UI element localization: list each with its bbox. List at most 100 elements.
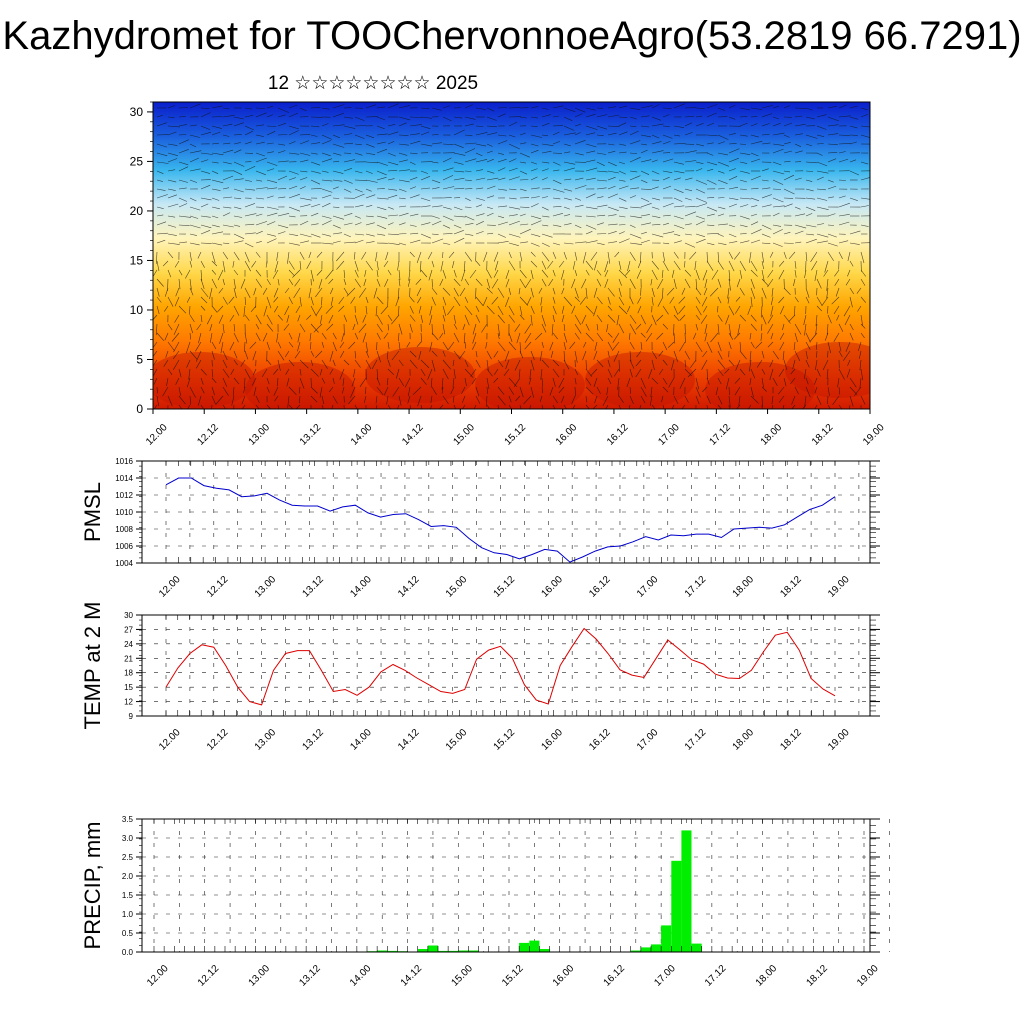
precip-bar [519,942,530,952]
warm-core-0 [153,352,255,408]
precip-bar [468,950,479,952]
precip-ytick-label: 0.0 [122,948,134,957]
section-xtick-label: 13.00 [247,422,273,448]
precip-bar [427,945,438,952]
temp-ytick-label: 27 [124,625,133,634]
temp-ytick-label: 24 [124,640,133,649]
precip-ytick-label: 3.0 [122,834,134,843]
section-ytick-label: 20 [130,204,144,218]
pmsl-xtick-label: 15.00 [444,574,470,600]
precip-bar [681,830,692,952]
precip-xtick-label: 13.00 [247,963,273,989]
precip-bar [387,950,398,952]
temp-xtick-label: 14.00 [348,727,374,753]
precip-ytick-label: 3.5 [122,815,134,824]
precip-bar [671,860,682,952]
pmsl-ylabel: PMSL [80,482,105,542]
section-ytick-label: 5 [136,352,143,366]
precip-xtick-label: 17.12 [703,963,729,989]
temp-series-line [165,627,836,706]
precip-xtick-label: 12.00 [145,963,171,989]
section-xtick-label: 18.00 [759,422,785,448]
precip-bar [630,950,641,952]
precip-frame [141,818,871,953]
temp-xtick-label: 12.00 [157,727,183,753]
temp-xtick-label: 19.00 [826,727,852,753]
pmsl-xtick-label: 12.12 [205,574,231,600]
pmsl-xtick-label: 17.00 [635,574,661,600]
pmsl-xtick-label: 16.00 [539,574,565,600]
warm-core-6 [785,342,870,398]
pmsl-xtick-label: 13.12 [301,574,327,600]
heatmap-field [153,102,870,409]
section-xtick-label: 14.12 [400,422,426,448]
section-xtick-label: 19.00 [861,422,887,448]
temp-xtick-label: 13.12 [301,727,327,753]
precip-bar [377,950,388,952]
pmsl-xtick-label: 16.12 [587,574,613,600]
pmsl-ytick-label: 1010 [115,508,133,517]
precip-xtick-label: 14.12 [399,963,425,989]
temp-ytick-label: 12 [124,698,133,707]
temp-xtick-label: 13.00 [253,727,279,753]
precip-bar [539,949,550,952]
section-xtick-label: 12.00 [144,422,170,448]
warm-core-4 [585,352,695,408]
temp-xtick-label: 15.12 [492,727,518,753]
temp-xtick-label: 18.00 [731,727,757,753]
warm-core-3 [475,357,585,409]
precip-xtick-label: 15.12 [500,963,526,989]
section-xtick-label: 15.00 [451,422,477,448]
precip-xtick-label: 16.12 [602,963,628,989]
precip-xtick-label: 18.12 [804,963,830,989]
precip-xtick-label: 14.00 [348,963,374,989]
precip-bar [417,949,428,952]
temp-ytick-label: 30 [124,611,133,620]
temp-grid [142,614,870,717]
precip-bar [458,950,469,952]
chart-subtitle: 12 ☆☆☆☆☆☆☆☆ 2025 [267,73,479,94]
precip-ytick-label: 0.5 [122,929,134,938]
precip-xtick-label: 18.00 [754,963,780,989]
pmsl-xtick-label: 12.00 [157,574,183,600]
temp-ytick-label: 18 [124,669,133,678]
precip-bar [448,950,459,952]
pmsl-xtick-label: 15.12 [492,574,518,600]
pmsl-xtick-label: 14.12 [396,574,422,600]
precip-ytick-label: 1.0 [122,910,134,919]
section-xtick-label: 17.12 [708,422,734,448]
temp-ytick-label: 21 [124,654,133,663]
pmsl-ytick-label: 1004 [115,559,133,568]
temp-xtick-label: 16.12 [587,727,613,753]
pmsl-xtick-label: 17.12 [683,574,709,600]
section-xtick-label: 16.12 [605,422,631,448]
precip-ytick-label: 1.5 [122,891,134,900]
section-xtick-label: 18.12 [810,422,836,448]
precip-bar [651,944,662,952]
precip-bar [438,950,449,952]
section-ytick-label: 30 [130,105,144,119]
pmsl-grid [142,460,870,564]
temp-xtick-label: 17.12 [683,727,709,753]
precip-bar [640,947,651,952]
precip-xtick-label: 16.00 [551,963,577,989]
section-xtick-label: 17.00 [656,422,682,448]
temp-xtick-label: 15.00 [444,727,470,753]
precip-bar [529,940,540,952]
precip-grid [142,818,890,953]
temp-ylabel: TEMP at 2 M [80,602,105,730]
pmsl-xtick-label: 13.00 [253,574,279,600]
temp-xtick-label: 14.12 [396,727,422,753]
precip-xtick-label: 15.00 [449,963,475,989]
pmsl-xtick-label: 18.00 [731,574,757,600]
section-ytick-label: 0 [136,402,143,416]
pmsl-ytick-label: 1012 [115,491,133,500]
precip-ytick-label: 2.5 [122,853,134,862]
warm-core-2 [365,347,475,403]
temp-xtick-label: 16.00 [539,727,565,753]
pmsl-ytick-label: 1014 [115,474,133,483]
temp-ytick-label: 15 [124,683,133,692]
pmsl-series-line [165,477,836,563]
section-ytick-label: 15 [130,253,144,267]
